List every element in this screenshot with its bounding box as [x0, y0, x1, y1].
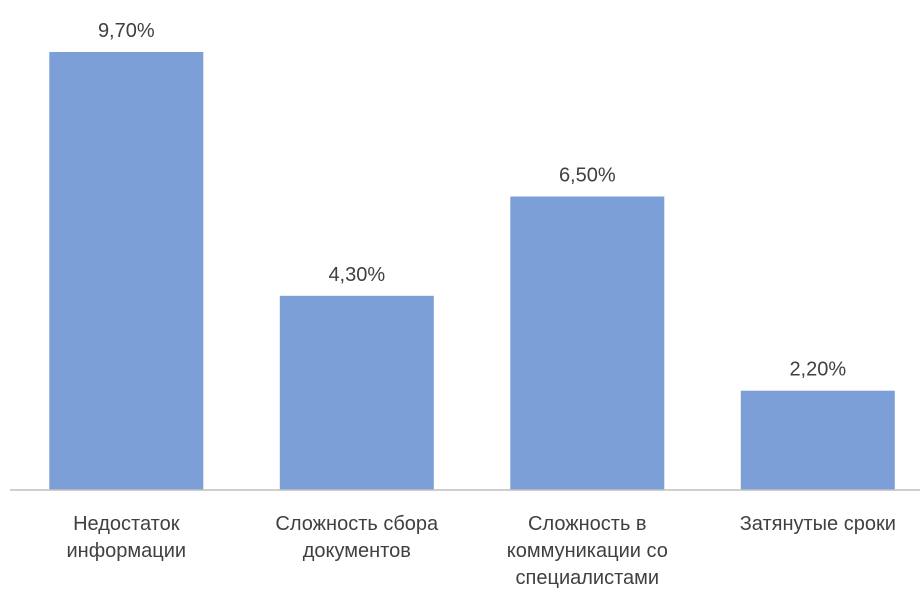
data-label-1: 9,70%: [98, 20, 155, 42]
category-label-line: Недостаток: [73, 513, 180, 535]
category-label-line: коммуникации со: [507, 540, 668, 562]
category-label-line: Сложность сбора: [275, 513, 439, 535]
category-label-4: Затянутые сроки: [740, 513, 896, 535]
data-label-2: 4,30%: [328, 264, 385, 286]
category-label-2: Сложность сбора документов: [275, 513, 439, 562]
category-labels: Недостаток информации Сложность сбора докум…: [67, 513, 896, 589]
category-label-line: документов: [303, 540, 411, 562]
category-label-line: информации: [67, 540, 187, 562]
data-label-4: 2,20%: [789, 359, 846, 381]
bar-3: [510, 196, 665, 490]
category-label-line: Сложность в: [528, 513, 647, 535]
bar-4: [740, 390, 895, 490]
category-label-3: Сложность в коммуникации со специалистами: [507, 513, 668, 589]
bar-1: [49, 52, 204, 490]
data-label-3: 6,50%: [559, 165, 616, 187]
bars: [49, 52, 895, 490]
bar-2: [279, 295, 434, 490]
data-labels: 9,70% 4,30% 6,50% 2,20%: [98, 20, 846, 381]
category-label-1: Недостаток информации: [67, 513, 187, 562]
category-label-line: Затянутые сроки: [740, 513, 896, 535]
category-label-line: специалистами: [516, 567, 660, 589]
